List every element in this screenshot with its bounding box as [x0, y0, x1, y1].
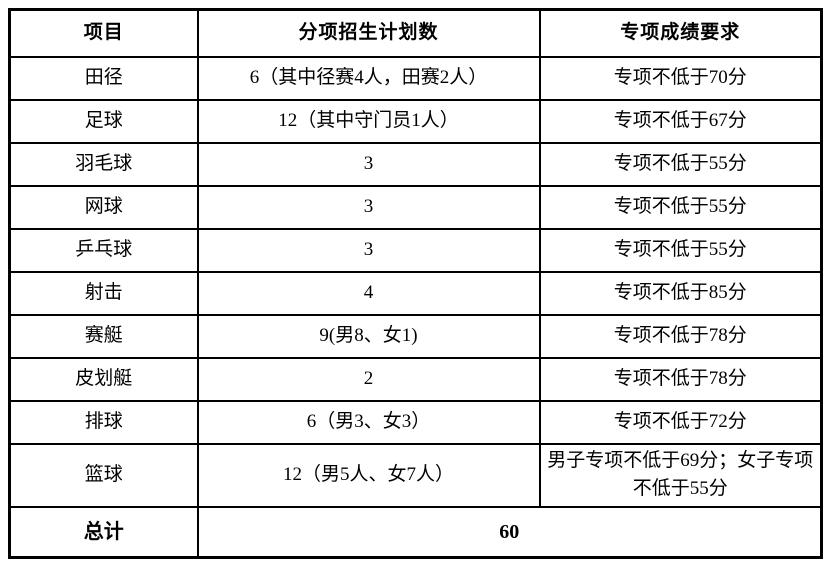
cell-requirement: 专项不低于78分: [538, 313, 823, 359]
cell-plan: 6（男3、女3）: [196, 399, 541, 445]
cell-item: 赛艇: [8, 313, 199, 359]
table-row: 乒乓球 3 专项不低于55分: [8, 227, 823, 273]
cell-plan: 3: [196, 184, 541, 230]
cell-plan: 12（其中守门员1人）: [196, 98, 541, 144]
cell-requirement: 专项不低于55分: [538, 184, 823, 230]
cell-requirement: 专项不低于55分: [538, 227, 823, 273]
cell-plan: 2: [196, 356, 541, 402]
cell-item: 田径: [8, 55, 199, 101]
cell-item: 篮球: [8, 442, 199, 508]
header-item: 项目: [8, 8, 199, 58]
cell-requirement: 专项不低于67分: [538, 98, 823, 144]
cell-plan: 9(男8、女1): [196, 313, 541, 359]
table-body: 田径 6（其中径赛4人，田赛2人） 专项不低于70分 足球 12（其中守门员1人…: [8, 55, 823, 508]
enrollment-plan-table: 项目 分项招生计划数 专项成绩要求 田径 6（其中径赛4人，田赛2人） 专项不低…: [8, 8, 823, 559]
table-header: 项目 分项招生计划数 专项成绩要求: [8, 8, 823, 58]
cell-requirement: 专项不低于78分: [538, 356, 823, 402]
table-footer: 总计 60: [8, 505, 823, 559]
header-row: 项目 分项招生计划数 专项成绩要求: [8, 8, 823, 58]
cell-item: 乒乓球: [8, 227, 199, 273]
table-row: 赛艇 9(男8、女1) 专项不低于78分: [8, 313, 823, 359]
header-requirement: 专项成绩要求: [538, 8, 823, 58]
cell-requirement: 专项不低于85分: [538, 270, 823, 316]
table-row: 田径 6（其中径赛4人，田赛2人） 专项不低于70分: [8, 55, 823, 101]
footer-total: 60: [196, 505, 823, 559]
cell-item: 羽毛球: [8, 141, 199, 187]
cell-requirement: 男子专项不低于69分；女子专项不低于55分: [538, 442, 823, 508]
footer-label: 总计: [8, 505, 199, 559]
cell-plan: 6（其中径赛4人，田赛2人）: [196, 55, 541, 101]
cell-item: 足球: [8, 98, 199, 144]
cell-plan: 12（男5人、女7人）: [196, 442, 541, 508]
table-row: 足球 12（其中守门员1人） 专项不低于67分: [8, 98, 823, 144]
table-row: 射击 4 专项不低于85分: [8, 270, 823, 316]
table-row: 皮划艇 2 专项不低于78分: [8, 356, 823, 402]
cell-plan: 4: [196, 270, 541, 316]
header-plan: 分项招生计划数: [196, 8, 541, 58]
cell-item: 射击: [8, 270, 199, 316]
footer-row: 总计 60: [8, 505, 823, 559]
table-row: 羽毛球 3 专项不低于55分: [8, 141, 823, 187]
cell-item: 排球: [8, 399, 199, 445]
cell-item: 网球: [8, 184, 199, 230]
cell-requirement: 专项不低于55分: [538, 141, 823, 187]
cell-plan: 3: [196, 141, 541, 187]
cell-plan: 3: [196, 227, 541, 273]
cell-requirement: 专项不低于70分: [538, 55, 823, 101]
cell-item: 皮划艇: [8, 356, 199, 402]
table-row: 网球 3 专项不低于55分: [8, 184, 823, 230]
cell-requirement: 专项不低于72分: [538, 399, 823, 445]
table-row: 篮球 12（男5人、女7人） 男子专项不低于69分；女子专项不低于55分: [8, 442, 823, 508]
table-row: 排球 6（男3、女3） 专项不低于72分: [8, 399, 823, 445]
